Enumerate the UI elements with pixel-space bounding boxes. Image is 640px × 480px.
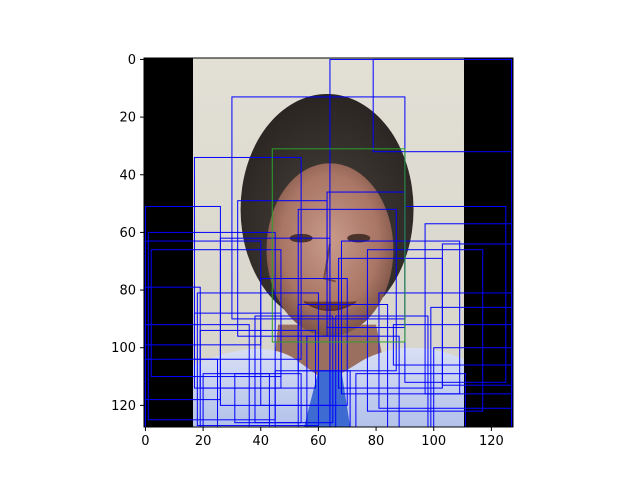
detection-boxes bbox=[144, 58, 513, 427]
predicted-box bbox=[355, 373, 466, 427]
y-tick-label: 100 bbox=[111, 341, 136, 356]
predicted-box bbox=[274, 370, 351, 427]
ground-truth-box bbox=[271, 148, 406, 343]
y-tick-label: 60 bbox=[119, 226, 136, 241]
x-tick-label: 20 bbox=[195, 434, 212, 449]
x-tick-label: 0 bbox=[141, 434, 149, 449]
predicted-box bbox=[366, 249, 484, 412]
predicted-box bbox=[234, 373, 302, 424]
y-tick-label: 0 bbox=[128, 53, 136, 68]
predicted-box bbox=[147, 231, 276, 421]
predicted-box bbox=[340, 240, 461, 395]
predicted-box bbox=[193, 156, 302, 360]
predicted-box bbox=[392, 324, 513, 366]
axes-frame bbox=[143, 57, 514, 428]
x-tick-label: 120 bbox=[479, 434, 504, 449]
photo-image bbox=[144, 58, 513, 427]
x-tick-label: 80 bbox=[368, 434, 385, 449]
y-tick-label: 40 bbox=[119, 168, 136, 183]
x-tick-label: 40 bbox=[252, 434, 269, 449]
right-eye bbox=[347, 233, 371, 243]
predicted-box bbox=[237, 200, 328, 337]
x-tick-label: 60 bbox=[310, 434, 327, 449]
y-tick-label: 80 bbox=[119, 284, 136, 299]
predicted-box bbox=[335, 315, 429, 427]
predicted-box bbox=[372, 58, 513, 153]
predicted-box bbox=[297, 303, 389, 427]
predicted-box bbox=[433, 347, 513, 427]
predicted-box bbox=[144, 358, 219, 427]
predicted-box bbox=[306, 335, 400, 427]
y-tick-label: 20 bbox=[119, 111, 136, 126]
predicted-box bbox=[338, 257, 443, 389]
axes: 0 20 40 60 80 100 120 0 20 40 60 80 100 120 bbox=[111, 53, 514, 449]
x-tick-label: 100 bbox=[421, 434, 446, 449]
y-tick-label: 120 bbox=[111, 399, 136, 414]
